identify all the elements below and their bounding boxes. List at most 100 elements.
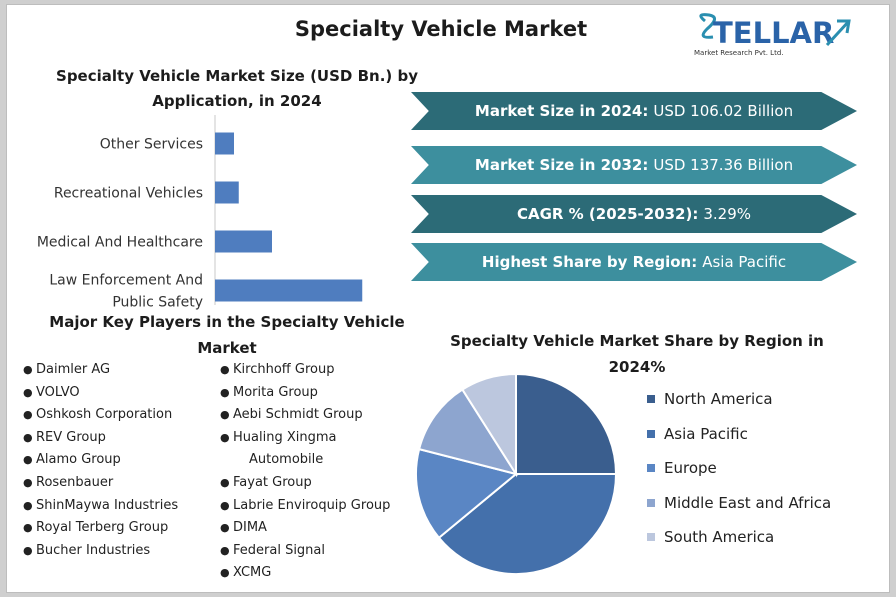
key-player-name: ShinMaywa Industries: [36, 497, 179, 513]
key-player-item: ● Rosenbauer: [23, 472, 178, 495]
legend-swatch: [647, 395, 655, 404]
bar: [215, 181, 239, 204]
legend-label: South America: [664, 528, 775, 547]
legend-swatch: [647, 533, 655, 542]
key-players-title: Major Key Players in the Specialty Vehic…: [49, 313, 405, 357]
infographic-frame: Specialty Vehicle Market TELLAR Market R…: [6, 4, 890, 593]
key-player-name: Bucher Industries: [36, 542, 151, 558]
bar: [215, 132, 234, 155]
banner-label: Highest Share by Region:: [481, 253, 698, 271]
key-player-name: VOLVO: [36, 384, 80, 400]
bullet-icon: ●: [23, 475, 33, 489]
bullet-icon: ●: [220, 475, 230, 489]
key-player-item: ● Federal Signal: [220, 540, 390, 563]
legend-item: North America: [647, 382, 831, 417]
banner-highest-share-region: Highest Share by Region: Asia Pacific: [411, 243, 857, 281]
bar-chart-title: Specialty Vehicle Market Size (USD Bn.) …: [56, 67, 418, 110]
key-player-item: ● Daimler AG: [23, 359, 178, 382]
bar-category-label: Medical And Healthcare: [37, 235, 203, 251]
key-player-name: Daimler AG: [36, 362, 111, 377]
banner-value: Asia Pacific: [702, 253, 787, 271]
key-player-name: XCMG: [233, 565, 272, 581]
bar: [215, 279, 363, 302]
legend-item: Europe: [647, 451, 831, 486]
key-player-item: ● Alamo Group: [23, 449, 178, 472]
key-player-item: ● Aebi Schmidt Group: [220, 404, 390, 427]
key-player-item: ● XCMG: [220, 562, 390, 585]
legend-label: Middle East and Africa: [664, 493, 832, 512]
key-player-item: ● Morita Group: [220, 382, 390, 405]
bar-category-label: Law Enforcement And Public Safety: [49, 273, 203, 311]
pie-slice: [417, 388, 519, 476]
stellar-logo: TELLAR: [699, 13, 851, 50]
legend-label: Asia Pacific: [664, 424, 748, 443]
legend-item: Middle East and Africa: [647, 486, 831, 521]
bullet-icon: ●: [23, 453, 33, 467]
key-player-item: ● ShinMaywa Industries: [23, 495, 178, 518]
key-player-name: Fayat Group: [233, 474, 312, 490]
legend-label: Europe: [664, 459, 717, 478]
key-player-name: REV Group: [36, 429, 106, 445]
legend-swatch: [647, 498, 655, 507]
key-player-name: Hualing Xingma: [233, 429, 337, 445]
bullet-icon: ●: [220, 430, 230, 444]
key-player-name: Royal Terberg Group: [36, 520, 169, 536]
key-player-item: ● REV Group: [23, 427, 178, 450]
bullet-icon: ●: [23, 363, 33, 376]
legend-label: North America: [664, 390, 773, 409]
bullet-icon: ●: [23, 498, 33, 512]
bullet-icon: ●: [23, 430, 33, 444]
legend-swatch: [647, 429, 655, 438]
pie-chart-title: Specialty Vehicle Market Share by Region…: [450, 332, 824, 376]
legend-swatch: [647, 464, 655, 473]
key-player-item: ● Labrie Enviroquip Group: [220, 495, 390, 518]
svg-text:TELLAR: TELLAR: [713, 16, 834, 50]
key-player-name: Alamo Group: [36, 452, 121, 468]
bullet-icon: ●: [23, 408, 33, 422]
page-title: Specialty Vehicle Market: [294, 17, 588, 41]
pie-slice: [515, 372, 618, 475]
banner-market-size-2024: Market Size in 2024: USD 106.02 Billion: [411, 92, 857, 130]
key-player-name: Federal Signal: [233, 542, 326, 558]
key-player-name: Kirchhoff Group: [233, 362, 335, 377]
pie-slice: [437, 473, 618, 575]
key-player-item: ● Oshkosh Corporation: [23, 404, 178, 427]
key-player-name: Morita Group: [233, 384, 318, 400]
key-player-name: DIMA: [233, 520, 267, 536]
bullet-icon: ●: [220, 363, 230, 376]
bar-chart: Other Services Recreational Vehicles Medic…: [37, 115, 363, 311]
key-player-name: Oshkosh Corporation: [36, 407, 173, 423]
banner-cagr: CAGR % (2025-2032): 3.29%: [411, 195, 857, 233]
bullet-icon: ●: [220, 498, 230, 512]
bullet-icon: ●: [220, 385, 230, 399]
bar-category-label: Other Services: [100, 137, 203, 153]
banner-label: CAGR % (2025-2032):: [516, 205, 699, 223]
pie-legend: North America Asia Pacific Europe Middle Ea…: [647, 382, 831, 555]
key-player-item: ● Fayat Group: [220, 472, 390, 495]
bullet-icon: ●: [220, 408, 230, 422]
banner-value: USD 137.36 Billion: [653, 156, 794, 174]
banner-label: Market Size in 2032:: [474, 156, 649, 174]
bullet-icon: ●: [23, 385, 33, 399]
bullet-icon: ●: [23, 521, 33, 535]
pie-chart: [415, 372, 618, 575]
banner-value: USD 106.02 Billion: [653, 102, 794, 120]
bar: [215, 230, 272, 253]
key-player-item: ● Bucher Industries: [23, 540, 178, 563]
legend-item: South America: [647, 520, 831, 555]
bullet-icon: ●: [23, 543, 33, 557]
key-player-name: Labrie Enviroquip Group: [233, 497, 391, 513]
key-player-name: Automobile: [249, 452, 324, 468]
key-player-name: Rosenbauer: [36, 474, 114, 490]
key-players-list-right: ● Kirchhoff Group ● Morita Group ● Aebi Schmi…: [220, 359, 390, 585]
key-players-list-left: ● Daimler AG ● VOLVO ● Oshkosh Corporation ● RE…: [23, 359, 178, 562]
pie-slice: [461, 372, 517, 478]
bullet-icon: ●: [220, 521, 230, 535]
pie-slice: [415, 447, 519, 540]
key-player-item: ● VOLVO: [23, 382, 178, 405]
banner-label: Market Size in 2024:: [474, 102, 649, 120]
key-player-item: ● Kirchhoff Group: [220, 359, 390, 382]
key-player-item: ● Royal Terberg Group: [23, 517, 178, 540]
bar-category-label: Recreational Vehicles: [54, 186, 203, 202]
legend-item: Asia Pacific: [647, 417, 831, 452]
